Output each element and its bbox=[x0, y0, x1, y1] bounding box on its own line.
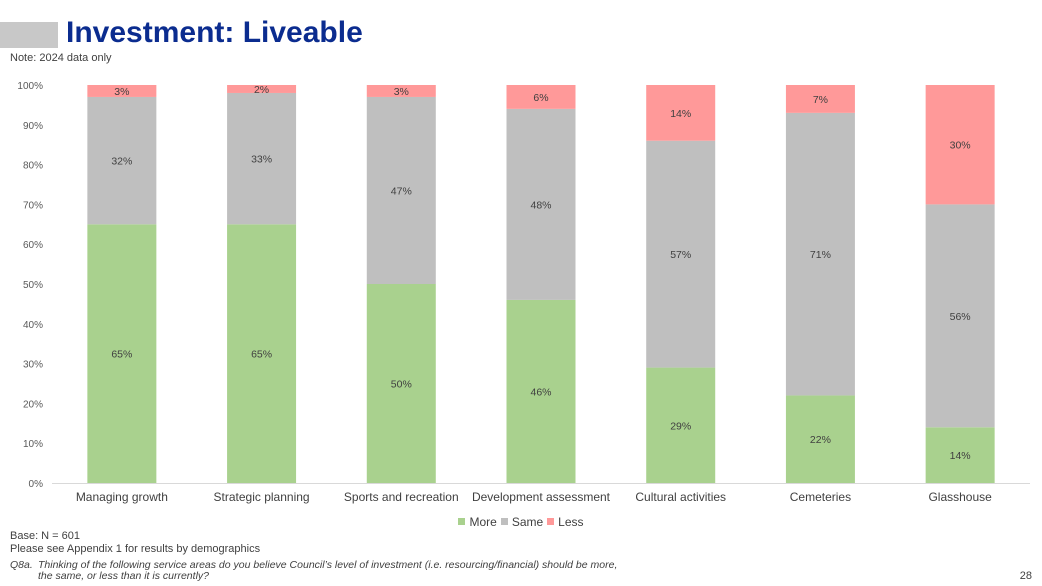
y-tick-label: 60% bbox=[23, 240, 43, 251]
bar-segment-more bbox=[785, 395, 855, 483]
y-tick-label: 40% bbox=[23, 320, 43, 331]
data-label: 50% bbox=[391, 379, 412, 391]
y-tick-label: 90% bbox=[23, 121, 43, 132]
bar-segment-same bbox=[506, 108, 576, 300]
question-text: Q8a. Thinking of the following service a… bbox=[10, 560, 617, 582]
data-label: 71% bbox=[810, 249, 831, 261]
data-label: 48% bbox=[530, 199, 551, 211]
legend-swatch bbox=[500, 518, 508, 525]
bar-segment-same bbox=[227, 92, 297, 225]
question-line-1: Thinking of the following service areas … bbox=[38, 559, 618, 571]
page-title: Investment: Liveable bbox=[66, 16, 363, 49]
bar-segment-more bbox=[227, 224, 297, 484]
bar-segment-less bbox=[646, 85, 716, 141]
data-label: 2% bbox=[254, 84, 269, 96]
y-tick-label: 30% bbox=[23, 360, 43, 371]
appendix-note: Please see Appendix 1 for results by dem… bbox=[10, 543, 261, 555]
y-tick-label: 0% bbox=[29, 479, 44, 490]
question-number: Q8a. bbox=[10, 559, 33, 571]
category-label: Sports and recreation bbox=[344, 490, 459, 504]
data-label: 3% bbox=[114, 86, 129, 98]
data-label: 47% bbox=[391, 185, 412, 197]
legend-item-more: More bbox=[458, 514, 497, 529]
category-label: Cemeteries bbox=[790, 490, 851, 504]
data-label: 14% bbox=[950, 450, 971, 462]
legend-swatch bbox=[547, 518, 555, 525]
y-tick-label: 10% bbox=[23, 439, 43, 450]
data-label: 30% bbox=[950, 140, 971, 152]
legend-label: More bbox=[469, 514, 497, 529]
bar-segment-more bbox=[646, 367, 716, 483]
chart-legend: More Same Less bbox=[0, 514, 1042, 529]
y-tick-label: 20% bbox=[23, 399, 43, 410]
category-label: Cultural activities bbox=[635, 490, 726, 504]
legend-swatch bbox=[458, 518, 466, 525]
legend-item-less: Less bbox=[547, 514, 584, 529]
bar-segment-same bbox=[87, 96, 157, 225]
data-label: 29% bbox=[670, 420, 691, 432]
bar-segment-same bbox=[925, 204, 995, 428]
legend-label: Same bbox=[511, 514, 544, 529]
bar-segment-more bbox=[506, 299, 576, 483]
data-label: 65% bbox=[251, 349, 272, 361]
legend-label: Less bbox=[558, 514, 584, 529]
data-label: 65% bbox=[111, 349, 132, 361]
data-label: 32% bbox=[111, 156, 132, 168]
bar-segment-less bbox=[506, 85, 576, 109]
data-label: 57% bbox=[670, 249, 691, 261]
question-line-2: the same, or less than it is currently? bbox=[38, 570, 209, 582]
bar-segment-more bbox=[87, 224, 157, 484]
bar-segment-same bbox=[366, 96, 436, 284]
title-accent-bar bbox=[0, 22, 58, 48]
legend-item-same: Same bbox=[500, 514, 544, 529]
bar-segment-same bbox=[646, 140, 716, 368]
data-label: 56% bbox=[950, 311, 971, 323]
bar-segment-less bbox=[366, 85, 436, 97]
data-note: Note: 2024 data only bbox=[10, 52, 112, 64]
bar-segment-more bbox=[925, 427, 995, 483]
y-tick-label: 80% bbox=[23, 161, 43, 172]
y-tick-label: 50% bbox=[23, 280, 43, 291]
y-tick-label: 70% bbox=[23, 200, 43, 211]
category-label: Glasshouse bbox=[928, 490, 992, 504]
data-label: 6% bbox=[533, 92, 548, 104]
bar-segment-less bbox=[925, 85, 995, 205]
category-label: Strategic planning bbox=[214, 490, 310, 504]
bar-segment-more bbox=[366, 284, 436, 483]
bar-segment-less bbox=[227, 85, 297, 93]
data-label: 3% bbox=[394, 86, 409, 98]
stacked-bar-chart: 0% 10% 20% 30% 40% 50% 60% 70% 80% 90% 100% 65% 32% 3… bbox=[17, 81, 1030, 504]
page-number: 28 bbox=[1019, 570, 1032, 582]
data-label: 7% bbox=[813, 94, 828, 106]
data-label: 46% bbox=[530, 386, 551, 398]
y-tick-label: 100% bbox=[17, 81, 43, 92]
category-label: Development assessment bbox=[472, 490, 611, 504]
bar-segment-less bbox=[785, 85, 855, 113]
data-label: 14% bbox=[670, 108, 691, 120]
bar-segment-same bbox=[785, 112, 855, 396]
data-label: 22% bbox=[810, 434, 831, 446]
base-note: Base: N = 601 bbox=[10, 530, 81, 542]
bar-segment-less bbox=[87, 85, 157, 97]
data-label: 33% bbox=[251, 154, 272, 166]
category-label: Managing growth bbox=[76, 490, 168, 504]
